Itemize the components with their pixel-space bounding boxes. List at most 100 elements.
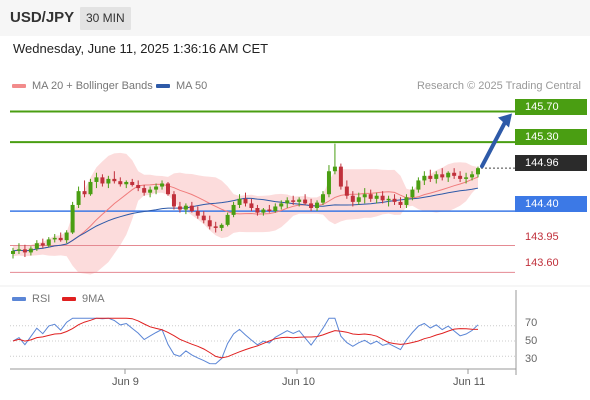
candle-body xyxy=(309,203,314,208)
candle-body xyxy=(404,197,409,205)
candle-body xyxy=(70,204,75,233)
candle-body xyxy=(118,181,123,185)
candle-body xyxy=(344,186,349,196)
rsi-level-70: 70 xyxy=(525,317,538,329)
candle-body xyxy=(261,209,266,213)
candle-body xyxy=(446,172,451,178)
candle-body xyxy=(380,195,385,201)
candle-body xyxy=(410,189,415,198)
candle-body xyxy=(368,194,373,199)
candle-body xyxy=(434,174,439,179)
candle-body xyxy=(112,178,117,182)
candle-body xyxy=(458,175,463,179)
legend-ma20-label: MA 20 + Bollinger Bands xyxy=(32,80,153,92)
candle-body xyxy=(267,209,272,212)
legend-ma50: MA 50 xyxy=(156,80,207,92)
rsi-ma-line xyxy=(12,317,479,359)
support-1-label: 143.95 xyxy=(525,231,559,243)
candle-body xyxy=(386,198,391,201)
symbol-title: USD/JPY xyxy=(10,9,75,26)
legend-ma20-bollinger: MA 20 + Bollinger Bands xyxy=(12,80,153,92)
candle-body xyxy=(428,175,433,179)
resistance-1-tag: 145.30 xyxy=(515,129,587,145)
candle-body xyxy=(303,199,308,204)
candle-body xyxy=(100,177,105,184)
candle-body xyxy=(392,198,397,202)
candle-body xyxy=(464,177,469,179)
candle-body xyxy=(136,185,141,189)
legend-rsi: RSI xyxy=(12,293,50,305)
candle-body xyxy=(237,198,242,205)
rsi-level-30: 30 xyxy=(525,353,538,365)
candle-body xyxy=(416,180,421,190)
legend-ma50-label: MA 50 xyxy=(176,80,208,92)
date-label-jun11: Jun 11 xyxy=(453,376,486,388)
candle-body xyxy=(22,249,27,253)
candle-body xyxy=(34,243,39,249)
candle-body xyxy=(28,248,33,253)
candle-body xyxy=(16,249,21,251)
candle-body xyxy=(94,177,99,182)
candle-body xyxy=(321,194,325,203)
projection-arrow-shaft xyxy=(480,118,508,169)
candle-body xyxy=(11,250,15,254)
ma20-line xyxy=(12,176,479,252)
candle-body xyxy=(350,195,355,202)
candle-body xyxy=(374,195,379,199)
candle-body xyxy=(255,208,260,213)
candle-body xyxy=(398,201,403,205)
rsi-level-50: 50 xyxy=(525,335,538,347)
pivot-tag: 144.40 xyxy=(515,196,587,212)
candle-body xyxy=(476,168,480,175)
candle-body xyxy=(273,206,278,212)
rsi-line xyxy=(12,317,479,365)
candle-body xyxy=(213,226,218,228)
candle-body xyxy=(332,166,337,172)
timeframe-badge[interactable]: 30 MIN xyxy=(80,7,131,30)
last-price-tag: 144.96 xyxy=(515,155,587,171)
candle-body xyxy=(315,202,320,208)
candle-body xyxy=(279,203,284,207)
date-label-jun9: Jun 9 xyxy=(112,376,139,388)
candle-body xyxy=(189,205,194,212)
candle-body xyxy=(76,191,81,205)
candle-body xyxy=(291,200,296,202)
candle-body xyxy=(231,204,236,215)
candle-body xyxy=(249,203,254,208)
candle-body xyxy=(88,181,93,195)
candle-body xyxy=(183,205,188,210)
projection-arrow-head-icon xyxy=(498,113,512,128)
candle-body xyxy=(64,232,69,241)
candle-body xyxy=(130,181,135,186)
ma50-swatch-icon xyxy=(156,84,170,88)
candle-body xyxy=(362,194,367,198)
support-2-label: 143.60 xyxy=(525,257,559,269)
candle-body xyxy=(422,175,427,181)
candle-body xyxy=(225,214,230,225)
candle-body xyxy=(356,197,361,202)
candle-body xyxy=(171,194,176,207)
legend-rsi-ma: 9MA xyxy=(62,293,105,305)
legend-rsi-ma-label: 9MA xyxy=(82,293,105,305)
candle-body xyxy=(58,237,63,241)
credit-text: Research © 2025 Trading Central xyxy=(416,80,581,92)
date-label-jun10: Jun 10 xyxy=(282,376,316,388)
candle-body xyxy=(470,174,475,178)
candle-body xyxy=(106,178,111,184)
candle-body xyxy=(166,183,170,195)
candle-body xyxy=(201,215,206,221)
candle-body xyxy=(326,171,331,195)
candle-body xyxy=(142,188,147,193)
candle-body xyxy=(243,198,248,204)
candle-body xyxy=(177,206,182,210)
candle-body xyxy=(148,189,153,193)
candle-body xyxy=(40,243,45,246)
candle-body xyxy=(219,224,224,228)
candle-body xyxy=(338,166,343,187)
candle-body xyxy=(154,186,159,190)
chart-datetime: Wednesday, June 11, 2025 1:36:16 AM CET xyxy=(13,41,269,56)
candle-body xyxy=(440,174,445,178)
candle-body xyxy=(124,181,129,185)
candle-body xyxy=(160,183,165,187)
